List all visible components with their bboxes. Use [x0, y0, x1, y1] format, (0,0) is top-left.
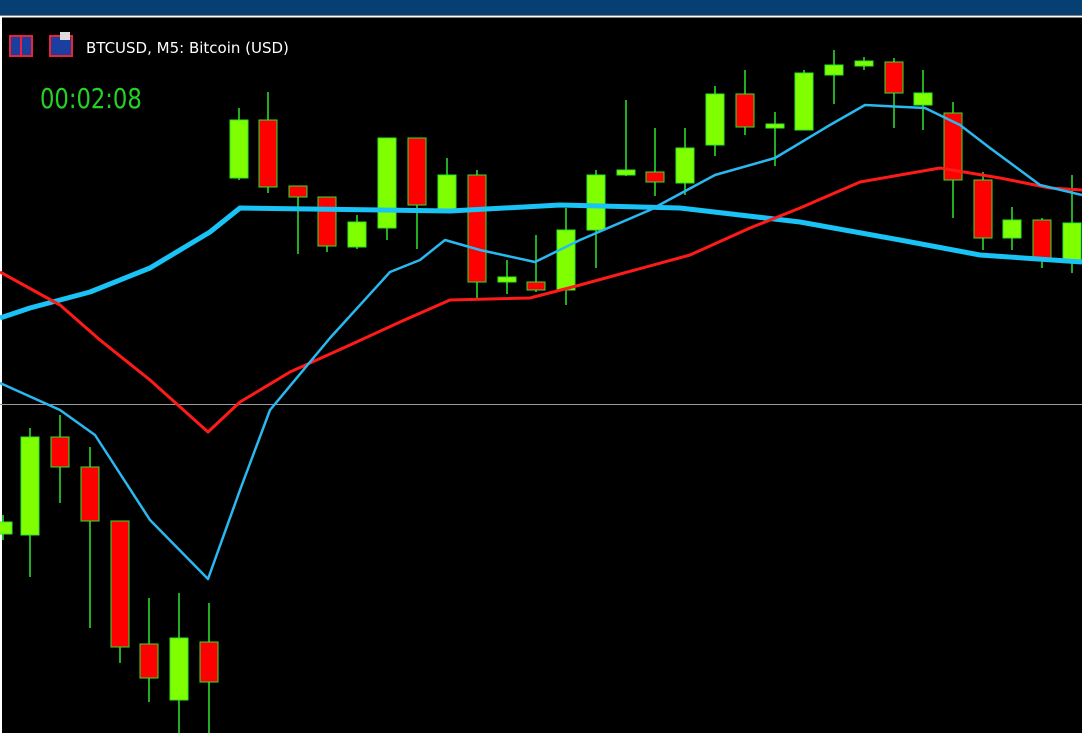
- candle-body: [20, 436, 40, 536]
- candle-body: [0, 521, 13, 535]
- candle-body: [437, 174, 457, 211]
- candle: [526, 235, 546, 292]
- candle-body: [675, 147, 695, 184]
- candle-body: [258, 119, 278, 188]
- candle-body: [526, 281, 546, 291]
- candle: [1002, 207, 1022, 250]
- candle-body: [347, 221, 367, 248]
- candle-body: [467, 174, 487, 283]
- candle: [50, 415, 70, 503]
- candle-body: [229, 119, 249, 179]
- candle: [317, 196, 337, 252]
- candle: [794, 70, 814, 131]
- candle-body: [973, 179, 993, 239]
- candle: [139, 598, 159, 702]
- candle: [467, 170, 487, 300]
- candle: [973, 172, 993, 250]
- candle: [377, 137, 397, 240]
- candle-body: [913, 92, 933, 106]
- candle-body: [884, 61, 904, 94]
- candle-body: [407, 137, 427, 206]
- candle-body: [616, 169, 636, 176]
- candle-body: [169, 637, 189, 701]
- candle-body: [497, 276, 517, 283]
- candle: [586, 170, 606, 268]
- candle: [884, 58, 904, 128]
- candle-body: [1062, 222, 1082, 261]
- candle: [705, 86, 725, 156]
- candle: [824, 50, 844, 104]
- candle: [616, 100, 636, 176]
- candle-body: [765, 123, 785, 129]
- candle: [913, 70, 933, 130]
- candle-body: [110, 520, 130, 648]
- candle: [735, 70, 755, 135]
- fast-average: [0, 103, 1082, 581]
- candle-body: [1032, 219, 1052, 261]
- slow-average: [0, 202, 1082, 321]
- candle-body: [794, 72, 814, 131]
- candle-body: [645, 171, 665, 183]
- candle: [229, 108, 249, 180]
- candle: [437, 158, 457, 212]
- candle: [497, 260, 517, 294]
- candle: [258, 92, 278, 193]
- candle-body: [317, 196, 337, 247]
- candle: [80, 447, 100, 628]
- candle-body: [80, 466, 100, 522]
- candle: [1062, 175, 1082, 273]
- mid-average: [0, 166, 1082, 434]
- toolbar-icons[interactable]: [9, 32, 73, 57]
- candle-body: [377, 137, 397, 229]
- candle: [347, 215, 367, 249]
- candle: [20, 428, 40, 577]
- candle: [407, 137, 427, 249]
- indicator-lines: [0, 103, 1082, 581]
- candle-body: [1002, 219, 1022, 239]
- candle: [0, 515, 13, 540]
- candle-body: [586, 174, 606, 231]
- candle: [288, 185, 308, 254]
- candle-body: [705, 93, 725, 146]
- symbol-label: BTCUSD, M5: Bitcoin (USD): [86, 39, 289, 57]
- candle-body: [199, 641, 219, 683]
- candle-body: [50, 436, 70, 468]
- candle-body: [943, 112, 963, 181]
- candle-body: [854, 60, 874, 67]
- title-bar: [0, 0, 1082, 15]
- icon-detail: [60, 32, 70, 40]
- candle-body: [288, 185, 308, 198]
- candle: [675, 128, 695, 195]
- candle-body: [824, 64, 844, 76]
- candle: [645, 128, 665, 196]
- candle: [854, 57, 874, 70]
- candle-timer: 00:02:08: [40, 83, 142, 116]
- candle-body: [139, 643, 159, 679]
- candle: [110, 520, 130, 663]
- candle-body: [556, 229, 576, 291]
- candle: [199, 603, 219, 733]
- candle-body: [735, 93, 755, 128]
- candle: [169, 593, 189, 733]
